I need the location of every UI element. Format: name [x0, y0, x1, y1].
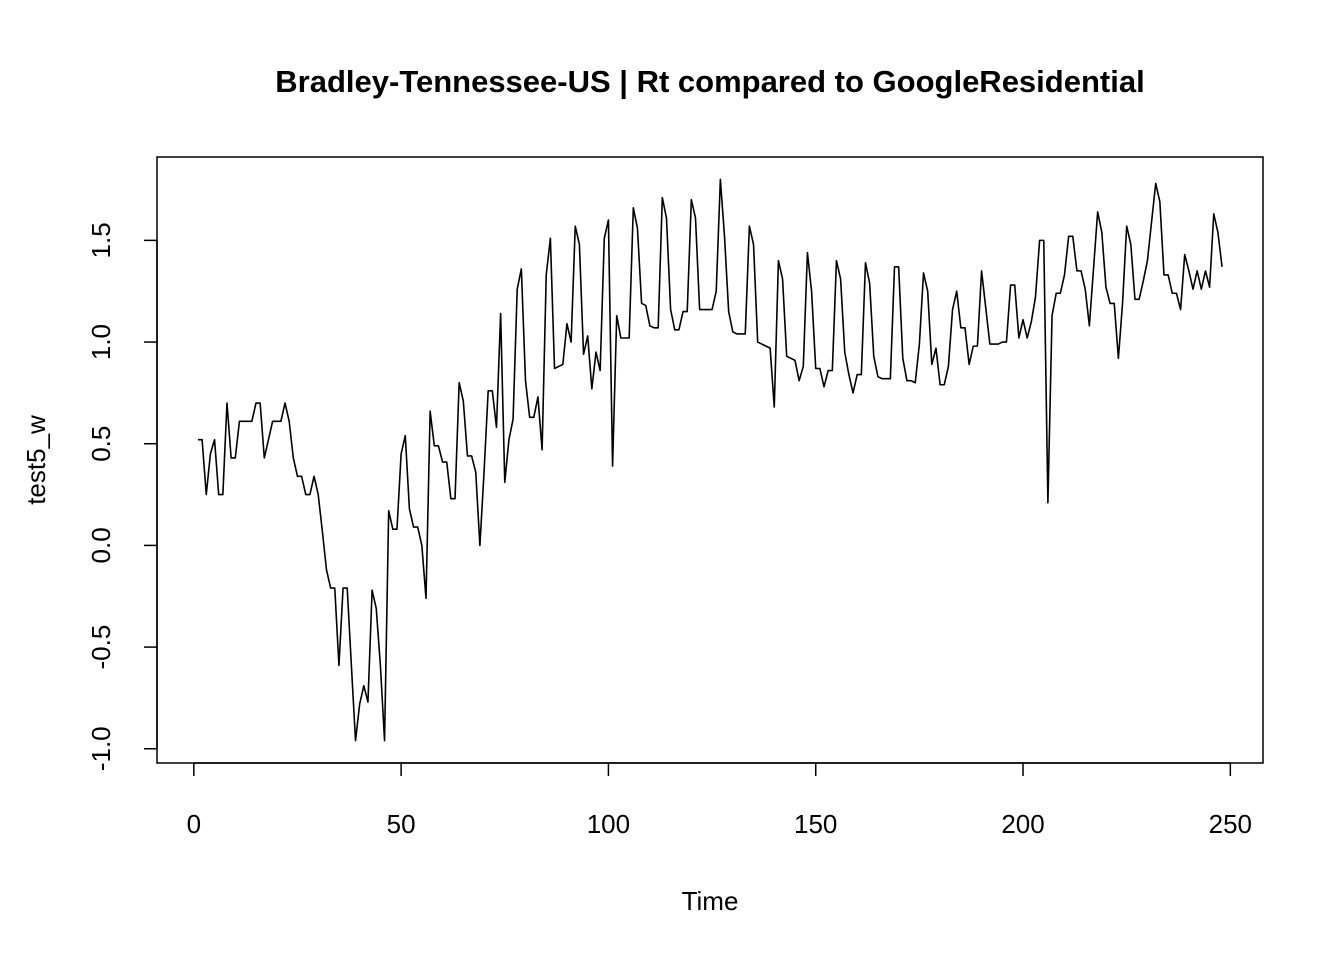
x-tick-label: 150 [794, 809, 837, 839]
x-tick-label: 100 [587, 809, 630, 839]
y-tick-label: 1.0 [86, 324, 116, 360]
y-tick-label: 0.5 [86, 426, 116, 462]
y-axis-label: test5_w [21, 415, 51, 505]
x-tick-label: 200 [1001, 809, 1044, 839]
y-tick-label: -1.0 [86, 726, 116, 771]
plot-frame [156, 156, 1264, 764]
series-line [197, 178, 1223, 742]
x-tick-label: 250 [1209, 809, 1252, 839]
x-tick-label: 0 [187, 809, 201, 839]
x-axis-label: Time [682, 886, 739, 916]
chart-title: Bradley-Tennessee-US | Rt compared to Go… [275, 64, 1144, 99]
y-tick-label: -0.5 [86, 625, 116, 670]
y-tick-label: 1.5 [86, 222, 116, 258]
y-tick-label: 0.0 [86, 527, 116, 563]
x-tick-label: 50 [387, 809, 416, 839]
